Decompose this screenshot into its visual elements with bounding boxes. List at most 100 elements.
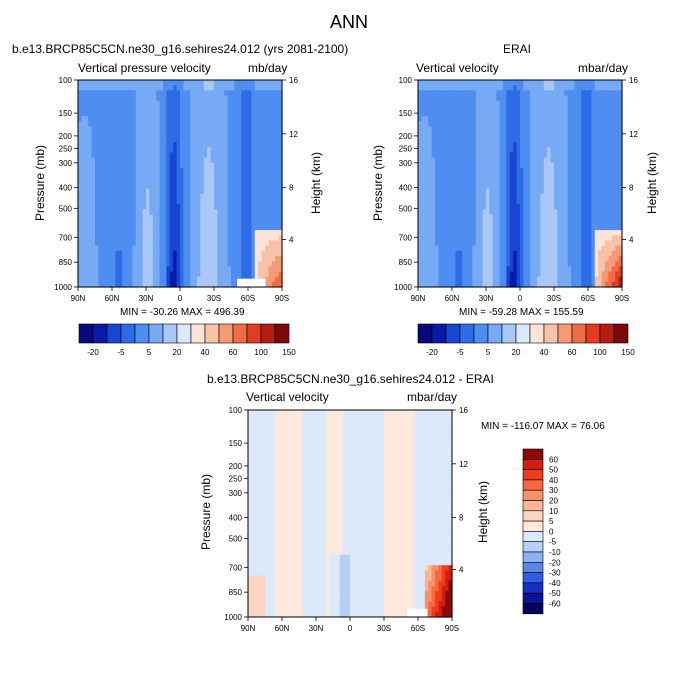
- field-cell: [554, 136, 558, 143]
- field-cell: [421, 116, 426, 122]
- field-cell: [98, 214, 103, 221]
- field-cell: [268, 116, 273, 122]
- field-cell: [618, 95, 623, 102]
- field-cell: [509, 131, 514, 138]
- field-cell: [163, 209, 167, 216]
- field-cell: [180, 219, 184, 226]
- field-cell: [499, 235, 504, 242]
- field-cell: [520, 90, 524, 97]
- field-cell: [547, 193, 552, 200]
- field-cell: [526, 250, 531, 257]
- field-cell: [567, 152, 572, 159]
- field-cell: [261, 178, 266, 185]
- field-cell: [275, 131, 280, 138]
- field-cell: [533, 255, 538, 262]
- field-cell: [421, 271, 426, 278]
- field-cell: [601, 152, 606, 159]
- field-cell: [159, 188, 164, 195]
- field-cell: [472, 100, 477, 107]
- field-cell: [166, 152, 171, 159]
- field-cell: [584, 152, 589, 159]
- field-cell: [465, 131, 470, 138]
- field-cell: [448, 136, 453, 143]
- field-cell: [84, 199, 89, 205]
- field-cell: [560, 95, 565, 102]
- field-cell: [258, 173, 263, 179]
- field-cell: [132, 173, 137, 179]
- field-cell: [540, 199, 545, 205]
- field-cell: [156, 80, 161, 86]
- field-cell: [105, 90, 110, 97]
- field-cell: [482, 245, 487, 252]
- field-cell: [601, 100, 606, 107]
- y-right-tick-label: 16: [289, 76, 298, 85]
- field-cell: [152, 105, 157, 112]
- field-cell: [149, 157, 154, 164]
- field-cell: [435, 90, 439, 97]
- field-cell: [91, 95, 96, 102]
- field-cell: [458, 157, 463, 164]
- field-cell: [547, 142, 552, 148]
- field-cell: [125, 183, 130, 190]
- field-cell: [540, 235, 545, 242]
- field-cell: [492, 266, 497, 273]
- field-cell: [577, 214, 582, 221]
- field-cell: [421, 85, 426, 91]
- field-cell: [129, 111, 133, 117]
- panel1-plot: 90N 60N 30N 0 30S 60S 90S100150200250300400500…: [54, 76, 298, 303]
- field-cell: [193, 219, 198, 226]
- field-cell: [91, 147, 96, 154]
- field-cell: [265, 209, 269, 216]
- field-cell: [557, 209, 562, 216]
- field-cell: [237, 85, 242, 91]
- field-cell: [84, 261, 89, 267]
- field-cell: [156, 90, 161, 97]
- field-cell: [217, 121, 222, 128]
- field-cell: [472, 219, 477, 226]
- field-cell: [520, 193, 524, 200]
- field-cell: [537, 245, 541, 252]
- field-cell: [115, 152, 120, 159]
- field-cell: [537, 188, 541, 195]
- field-cell: [482, 209, 487, 216]
- field-cell: [203, 126, 208, 133]
- field-cell: [244, 105, 249, 112]
- field-cell: [112, 142, 116, 148]
- field-cell: [227, 276, 232, 283]
- field-cell: [207, 105, 212, 112]
- field-cell: [482, 121, 487, 128]
- field-cell: [509, 199, 514, 205]
- field-cell: [152, 116, 157, 122]
- field-cell: [278, 116, 283, 122]
- field-cell: [234, 142, 239, 148]
- field-cell: [516, 183, 521, 190]
- field-cell: [601, 281, 606, 288]
- field-cell: [254, 224, 259, 231]
- field-cell: [509, 95, 514, 102]
- field-cell: [503, 276, 507, 283]
- field-cell: [537, 90, 541, 97]
- field-cell: [557, 90, 562, 97]
- field-cell: [248, 271, 252, 278]
- field-cell: [424, 271, 429, 278]
- field-cell: [207, 199, 212, 205]
- field-cell: [533, 126, 538, 133]
- field-cell: [122, 230, 127, 236]
- field-cell: [234, 173, 239, 179]
- field-cell: [88, 266, 93, 273]
- field-cell: [574, 111, 579, 117]
- field-cell: [567, 142, 572, 148]
- field-cell: [129, 116, 133, 122]
- field-cell: [526, 116, 531, 122]
- field-cell: [550, 266, 555, 273]
- field-cell: [428, 261, 433, 267]
- field-cell: [231, 152, 235, 159]
- field-cell: [608, 230, 613, 236]
- field-cell: [571, 281, 575, 288]
- field-cell: [547, 95, 552, 102]
- field-cell: [584, 230, 589, 236]
- field-cell: [176, 121, 181, 128]
- field-cell: [101, 230, 106, 236]
- field-cell: [598, 131, 603, 138]
- field-cell: [149, 121, 154, 128]
